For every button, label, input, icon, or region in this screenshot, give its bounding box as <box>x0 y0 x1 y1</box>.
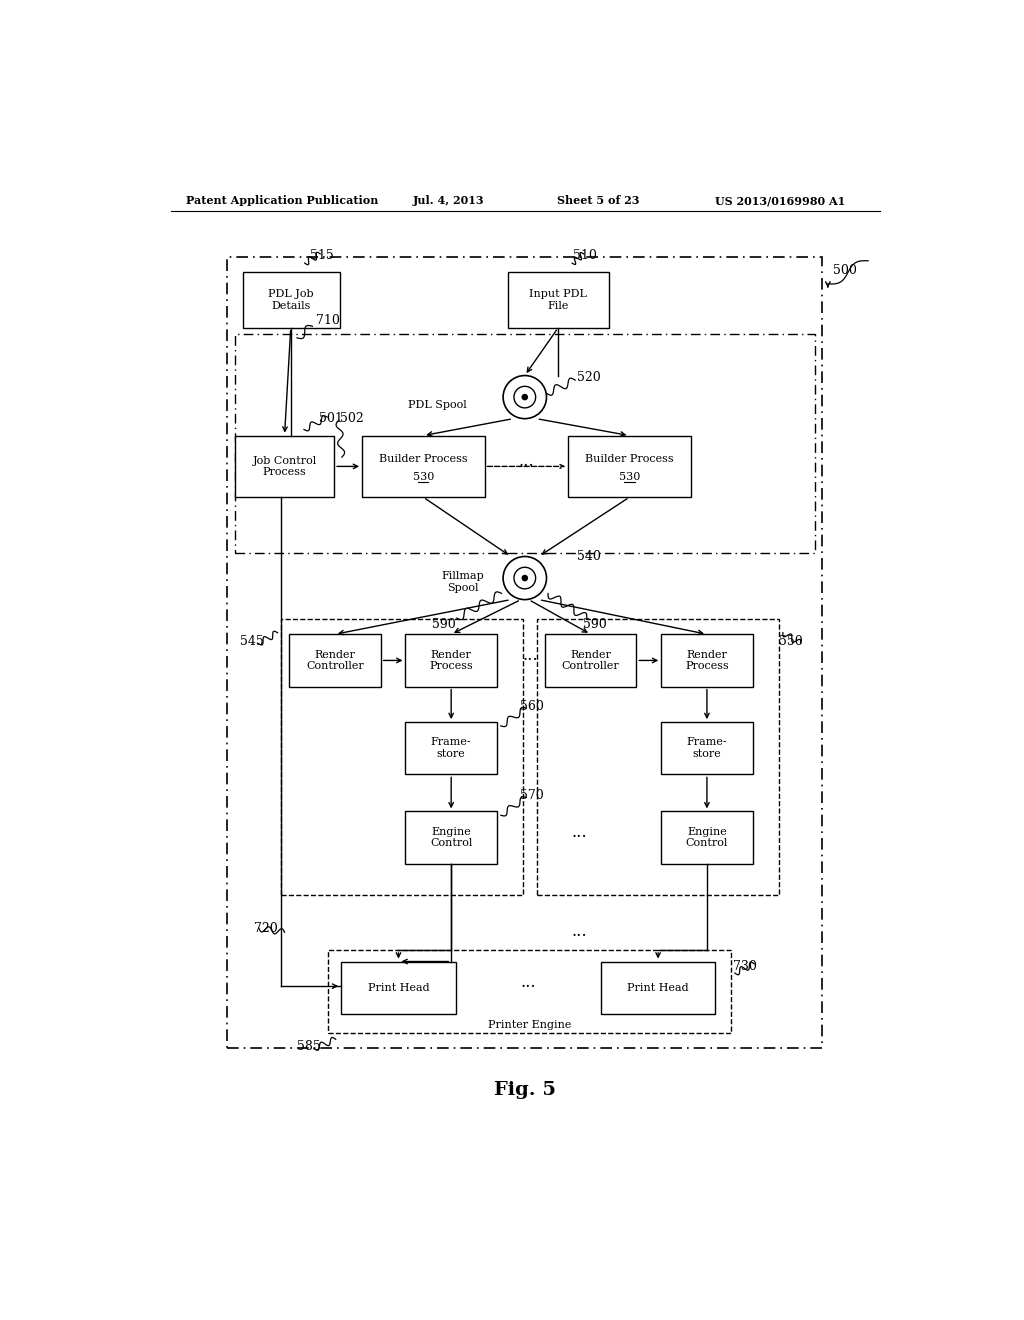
Text: Fig. 5: Fig. 5 <box>494 1081 556 1100</box>
Text: 550: 550 <box>778 635 803 648</box>
Text: Render
Controller: Render Controller <box>562 649 620 672</box>
Text: Print Head: Print Head <box>368 982 429 993</box>
Text: 500: 500 <box>834 264 857 277</box>
Text: Render
Controller: Render Controller <box>306 649 364 672</box>
FancyBboxPatch shape <box>508 272 608 327</box>
FancyBboxPatch shape <box>341 961 456 1014</box>
Text: Engine
Control: Engine Control <box>430 826 472 849</box>
Text: PDL Job
Details: PDL Job Details <box>268 289 313 312</box>
Text: 730: 730 <box>733 961 757 973</box>
Text: 570: 570 <box>520 789 544 803</box>
Text: Builder Process: Builder Process <box>585 454 674 463</box>
FancyBboxPatch shape <box>362 436 484 498</box>
FancyBboxPatch shape <box>406 635 497 686</box>
Text: 530: 530 <box>413 473 434 482</box>
Text: ···: ··· <box>518 458 535 475</box>
Text: 710: 710 <box>316 314 340 326</box>
FancyBboxPatch shape <box>234 436 334 498</box>
Text: PDL Spool: PDL Spool <box>408 400 467 409</box>
FancyBboxPatch shape <box>662 635 753 686</box>
Text: 590: 590 <box>583 618 606 631</box>
FancyBboxPatch shape <box>662 812 753 863</box>
FancyBboxPatch shape <box>406 812 497 863</box>
Text: Render
Process: Render Process <box>685 649 729 672</box>
Text: Frame-
store: Frame- store <box>431 738 471 759</box>
FancyBboxPatch shape <box>243 272 340 327</box>
Text: ···: ··· <box>520 979 536 997</box>
Circle shape <box>522 395 527 400</box>
Text: Engine
Control: Engine Control <box>686 826 728 849</box>
Text: Jul. 4, 2013: Jul. 4, 2013 <box>414 195 484 206</box>
Text: Sheet 5 of 23: Sheet 5 of 23 <box>557 195 639 206</box>
FancyBboxPatch shape <box>601 961 716 1014</box>
FancyBboxPatch shape <box>406 722 497 775</box>
Text: Render
Process: Render Process <box>429 649 473 672</box>
Text: Fillmap
Spool: Fillmap Spool <box>441 572 484 593</box>
Text: 515: 515 <box>310 249 334 261</box>
Text: 540: 540 <box>578 550 601 564</box>
Text: ···: ··· <box>571 928 587 945</box>
Text: Input PDL
File: Input PDL File <box>529 289 587 312</box>
Text: 502: 502 <box>340 412 365 425</box>
Text: 510: 510 <box>573 249 597 261</box>
Text: 720: 720 <box>254 921 278 935</box>
Text: 530: 530 <box>618 473 640 482</box>
Text: 590: 590 <box>431 618 456 631</box>
Text: Frame-
store: Frame- store <box>687 738 727 759</box>
Text: 545: 545 <box>240 635 264 648</box>
Text: Printer Engine: Printer Engine <box>487 1020 571 1031</box>
FancyBboxPatch shape <box>289 635 381 686</box>
Text: Print Head: Print Head <box>628 982 689 993</box>
FancyBboxPatch shape <box>568 436 690 498</box>
Text: Patent Application Publication: Patent Application Publication <box>186 195 379 206</box>
FancyBboxPatch shape <box>662 722 753 775</box>
Text: ···: ··· <box>522 652 538 669</box>
Text: 585: 585 <box>297 1040 321 1053</box>
Text: Builder Process: Builder Process <box>379 454 468 463</box>
Text: US 2013/0169980 A1: US 2013/0169980 A1 <box>715 195 845 206</box>
Text: 520: 520 <box>578 371 601 384</box>
Circle shape <box>522 576 527 581</box>
Text: Job Control
Process: Job Control Process <box>253 455 316 478</box>
Text: 560: 560 <box>520 700 544 713</box>
FancyBboxPatch shape <box>545 635 636 686</box>
Text: ···: ··· <box>571 829 587 846</box>
Text: 501: 501 <box>319 412 343 425</box>
